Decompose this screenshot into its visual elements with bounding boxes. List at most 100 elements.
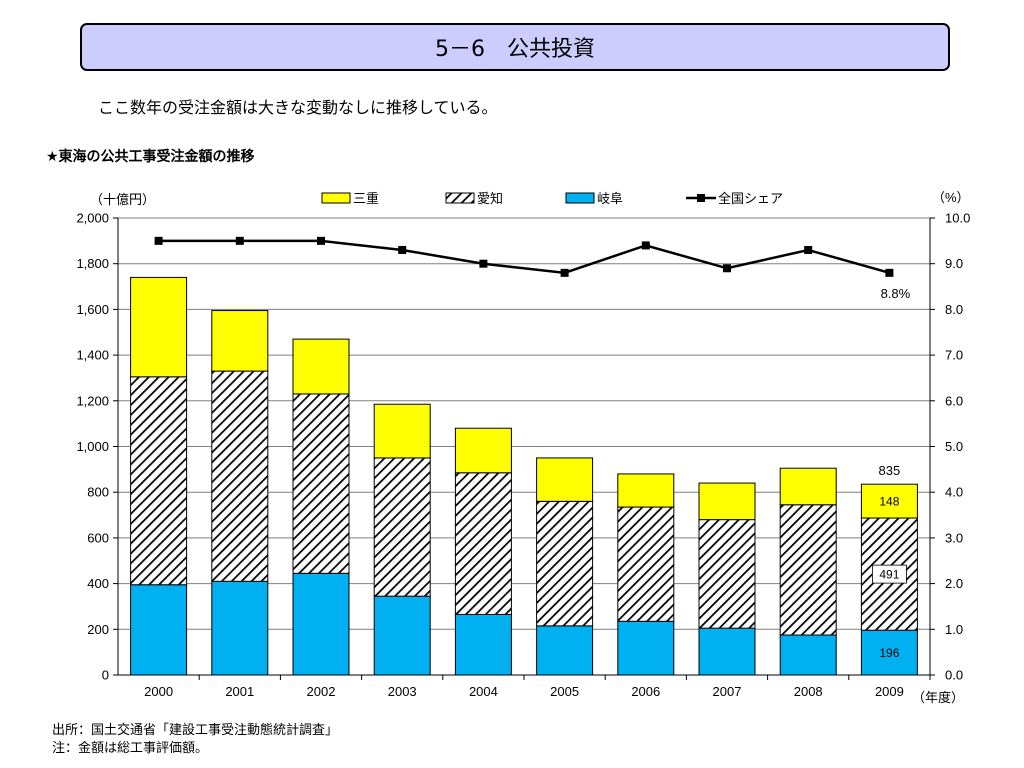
share-marker xyxy=(560,268,569,277)
x-tick-label: 2006 xyxy=(631,684,660,699)
bar-segment xyxy=(211,310,269,372)
right-tick-label: 10.0 xyxy=(945,211,970,226)
x-tick-label: 2002 xyxy=(307,684,336,699)
legend-label: 岐阜 xyxy=(597,191,623,206)
x-tick-label: 2007 xyxy=(713,684,742,699)
aichi-value-label-box xyxy=(872,564,907,584)
bars xyxy=(130,276,918,676)
slide-subtitle: ここ数年の受注金額は大きな変動なしに推移している。 xyxy=(98,98,498,117)
left-tick-label: 800 xyxy=(87,485,109,500)
bar-segment xyxy=(211,370,269,582)
bar-segment xyxy=(454,613,512,676)
bar-segment xyxy=(617,620,675,676)
legend-label: 三重 xyxy=(353,191,379,206)
bar-segment xyxy=(454,427,512,474)
mie-value-label: 148 xyxy=(879,495,899,509)
bar-segment xyxy=(292,572,350,676)
right-tick-label: 6.0 xyxy=(945,393,963,408)
bar-segment xyxy=(454,472,512,615)
left-tick-label: 1,800 xyxy=(76,256,109,271)
x-tick-label: 2005 xyxy=(550,684,579,699)
bar-segment xyxy=(779,504,837,636)
footnote-note: 注：金額は総工事評価額。 xyxy=(52,741,209,756)
bar-segment xyxy=(292,338,350,395)
bar-segment xyxy=(373,457,431,597)
left-tick-label: 1,400 xyxy=(76,348,109,363)
x-tick-label: 2008 xyxy=(794,684,823,699)
bar-segment xyxy=(292,393,350,574)
x-tick-label: 2001 xyxy=(225,684,254,699)
x-tick-label: 2003 xyxy=(388,684,417,699)
x-axis-unit: （年度） xyxy=(912,690,964,705)
share-polyline xyxy=(158,239,890,275)
legend-swatch xyxy=(321,192,351,204)
legend-label: 愛知 xyxy=(477,191,503,206)
bar-segment xyxy=(130,276,188,378)
bar-segment xyxy=(536,500,594,627)
slide-title: 5－6 公共投資 xyxy=(435,37,595,62)
left-tick-label: 1,600 xyxy=(76,302,109,317)
legend-swatch xyxy=(565,192,595,204)
bar-segment xyxy=(698,627,756,676)
legend-line-marker xyxy=(697,194,705,202)
bar-segment xyxy=(536,457,594,502)
chart-heading: ★東海の公共工事受注金額の推移 xyxy=(46,149,255,165)
share-marker xyxy=(235,236,244,245)
share-marker xyxy=(154,236,163,245)
gifu-value-label: 196 xyxy=(879,646,899,660)
legend: 三重 愛知 岐阜 全国シェア xyxy=(321,191,783,206)
bar-segment xyxy=(860,483,918,519)
bar-segment xyxy=(130,376,188,586)
slide-title-box: 5－6 公共投資 xyxy=(80,23,950,71)
right-tick-label: 9.0 xyxy=(945,256,963,271)
share-value-label: 8.8% xyxy=(881,286,911,301)
left-tick-label: 600 xyxy=(87,530,109,545)
share-marker xyxy=(479,259,488,268)
share-marker xyxy=(398,245,407,254)
bar-segment xyxy=(373,595,431,676)
bar-segment xyxy=(698,519,756,629)
aichi-value-label: 491 xyxy=(879,568,899,582)
x-tick-label: 2009 xyxy=(875,684,904,699)
x-tick-label: 2004 xyxy=(469,684,498,699)
left-tick-label: 1,200 xyxy=(76,393,109,408)
left-tick-label: 400 xyxy=(87,576,109,591)
share-marker xyxy=(317,236,325,245)
left-tick-label: 1,000 xyxy=(76,439,109,454)
right-tick-label: 4.0 xyxy=(945,485,963,500)
right-tick-label: 2.0 xyxy=(945,576,963,591)
bar-segment xyxy=(779,634,837,676)
bar-segment xyxy=(536,625,594,676)
footnote-source: 出所：国土交通省「建設工事受注動態統計調査」 xyxy=(52,723,339,738)
stacked-bar-chart: 0 200 400 600 800 1,000 1,200 1,400 1,600 1,800 2,… xyxy=(76,190,970,705)
share-marker xyxy=(804,245,813,254)
bar-segment xyxy=(617,506,675,622)
bar-segment xyxy=(373,403,431,459)
right-axis-unit: （%） xyxy=(932,190,970,205)
left-tick-label: 2,000 xyxy=(76,211,109,226)
right-tick-label: 8.0 xyxy=(945,302,963,317)
right-tick-label: 3.0 xyxy=(945,530,963,545)
right-tick-label: 1.0 xyxy=(945,622,963,637)
left-tick-label: 0 xyxy=(102,668,109,683)
legend-swatch xyxy=(445,192,475,204)
left-axis-unit: （十億円） xyxy=(90,192,155,207)
total-label: 835 xyxy=(879,463,901,478)
bar-segment xyxy=(779,467,837,506)
right-tick-label: 0.0 xyxy=(945,668,963,683)
left-tick-label: 200 xyxy=(87,622,109,637)
share-marker xyxy=(885,268,894,277)
x-tick-label: 2000 xyxy=(144,684,173,699)
bar-segment xyxy=(617,473,675,508)
right-tick-label: 7.0 xyxy=(945,348,963,363)
share-line xyxy=(154,236,894,277)
legend-label: 全国シェア xyxy=(718,191,783,206)
share-marker xyxy=(641,241,650,250)
bar-segment xyxy=(130,584,188,676)
axes: 0 200 400 600 800 1,000 1,200 1,400 1,600 1,800 2,… xyxy=(76,190,970,705)
bar-segment xyxy=(698,482,756,521)
share-marker xyxy=(723,264,731,273)
right-tick-label: 5.0 xyxy=(945,439,963,454)
bar-segment xyxy=(211,580,269,676)
data-labels: 835 148 491 196 8.8% xyxy=(872,286,911,660)
